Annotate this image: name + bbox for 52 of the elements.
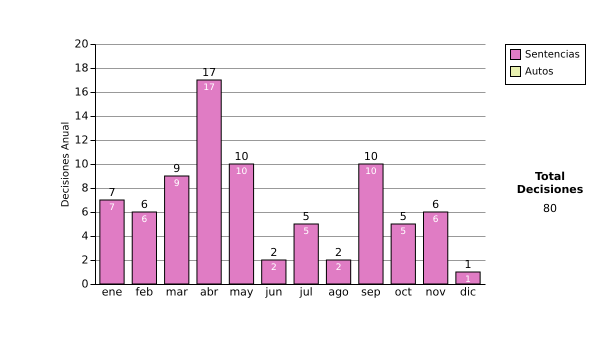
data-label: 10 [365,167,377,177]
y-tick-label: 18 [74,62,88,74]
y-tick-label: 4 [82,230,88,242]
x-tick-label: sep [361,286,381,298]
total-label: 17 [202,66,216,79]
x-tick-label: oct [394,286,413,298]
total-label: 7 [108,186,116,199]
total-label: 2 [270,246,278,259]
data-label: 2 [270,263,277,273]
legend-label: Sentencias [525,50,580,60]
data-label: 7 [109,203,115,213]
x-tick-label: nov [426,286,446,298]
y-tick-label: 16 [74,86,88,98]
data-label: 2 [336,263,342,273]
x-tick-label: abr [200,286,219,298]
y-axis-title: Decisiones Anual [60,122,72,208]
x-tick-label: jun [264,286,282,298]
x-tick-label: ene [102,286,122,298]
y-tick-label: 20 [74,38,88,50]
y-tick-label: 10 [74,158,88,170]
y-tick-label: 12 [74,134,88,146]
y-tick-label: 6 [82,206,88,218]
total-label: 9 [173,162,180,175]
y-tick-label: 0 [82,278,88,290]
y-tick-label: 2 [82,254,88,266]
total-label: 6 [140,198,148,211]
x-tick-label: ago [328,286,350,298]
total-label: 2 [335,246,342,259]
x-tick-label: feb [136,286,154,298]
data-label: 17 [203,83,215,93]
y-tick-label: 14 [74,110,88,122]
total-label: 5 [302,210,310,223]
x-tick-label: dic [460,286,476,298]
data-label: 9 [174,179,180,189]
data-label: 6 [141,215,148,225]
y-tick-label: 8 [82,182,88,194]
text: Total Decisiones [516,170,584,196]
data-label: 6 [432,215,439,225]
data-label: 5 [303,227,310,237]
data-label: 5 [400,227,406,237]
total-label: 10 [234,150,248,163]
x-tick-label: mar [166,286,188,298]
total-label: 10 [364,150,378,163]
x-tick-label: jul [298,286,313,298]
text: 80 [542,202,558,215]
total-label: 1 [464,258,472,271]
data-label: 1 [465,275,471,285]
total-label: 5 [400,210,407,223]
legend-label: Autos [525,66,554,78]
total-label: 6 [432,198,440,211]
x-tick-label: may [229,286,254,298]
data-label: 10 [236,167,248,177]
